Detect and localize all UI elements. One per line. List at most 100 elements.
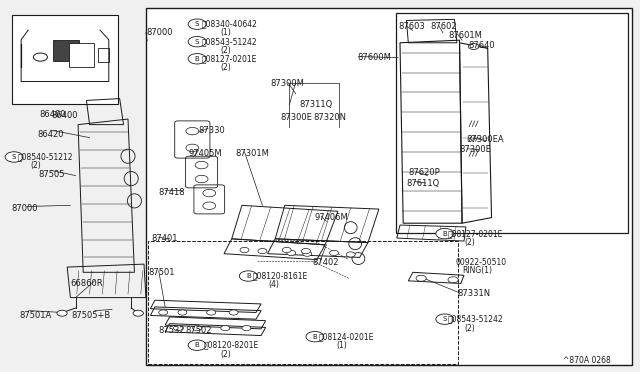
Circle shape bbox=[188, 36, 206, 47]
Text: (2): (2) bbox=[221, 350, 232, 359]
Circle shape bbox=[303, 251, 312, 256]
Text: 87600M: 87600M bbox=[357, 53, 391, 62]
Text: 66860R: 66860R bbox=[70, 279, 103, 288]
Text: 86400: 86400 bbox=[52, 111, 78, 120]
Circle shape bbox=[186, 144, 199, 152]
Text: S: S bbox=[195, 21, 199, 27]
Text: (2): (2) bbox=[31, 161, 42, 170]
Text: B: B bbox=[312, 334, 317, 340]
Circle shape bbox=[436, 314, 454, 324]
Text: 87418: 87418 bbox=[159, 188, 186, 197]
Text: 87000: 87000 bbox=[146, 28, 172, 37]
Circle shape bbox=[178, 310, 187, 315]
Text: S: S bbox=[195, 39, 199, 45]
Text: Ⓢ08340-40642: Ⓢ08340-40642 bbox=[202, 20, 257, 29]
Circle shape bbox=[203, 189, 216, 197]
Circle shape bbox=[448, 277, 458, 283]
Text: 87505+B: 87505+B bbox=[72, 311, 111, 320]
Text: 87640: 87640 bbox=[468, 41, 495, 50]
Text: 87501A: 87501A bbox=[19, 311, 51, 320]
Bar bbox=[12, 15, 118, 104]
Circle shape bbox=[282, 247, 291, 253]
Text: 87501: 87501 bbox=[148, 268, 175, 277]
Text: B: B bbox=[195, 56, 200, 62]
Circle shape bbox=[221, 326, 230, 331]
Bar bbox=[396, 13, 628, 232]
Text: 87532: 87532 bbox=[159, 326, 186, 335]
Text: (2): (2) bbox=[221, 46, 232, 55]
Circle shape bbox=[436, 228, 454, 239]
Text: Ⓑ08124-0201E: Ⓑ08124-0201E bbox=[319, 332, 374, 341]
Text: 87502: 87502 bbox=[186, 326, 212, 335]
Text: Ⓑ08120-8201E: Ⓑ08120-8201E bbox=[204, 341, 259, 350]
Text: 97406M: 97406M bbox=[315, 213, 349, 222]
Text: B: B bbox=[246, 273, 251, 279]
Circle shape bbox=[468, 44, 479, 49]
Circle shape bbox=[159, 310, 168, 315]
Text: Ⓑ08120-8161E: Ⓑ08120-8161E bbox=[253, 272, 308, 280]
Circle shape bbox=[193, 326, 202, 331]
Text: 87301M: 87301M bbox=[236, 149, 269, 158]
Text: 87402: 87402 bbox=[312, 258, 339, 267]
Circle shape bbox=[229, 310, 238, 315]
Text: 87620P: 87620P bbox=[408, 169, 440, 177]
Circle shape bbox=[5, 152, 23, 162]
Circle shape bbox=[33, 53, 47, 61]
Circle shape bbox=[306, 331, 324, 342]
Circle shape bbox=[188, 54, 206, 64]
Text: 87602: 87602 bbox=[430, 22, 457, 31]
Circle shape bbox=[240, 247, 249, 253]
Circle shape bbox=[346, 252, 355, 257]
Circle shape bbox=[416, 275, 426, 281]
Circle shape bbox=[203, 202, 216, 209]
Bar bbox=[52, 41, 79, 61]
Text: Ⓢ08543-51242: Ⓢ08543-51242 bbox=[448, 315, 504, 324]
Circle shape bbox=[330, 250, 339, 256]
Text: 87300E: 87300E bbox=[460, 145, 492, 154]
Text: S: S bbox=[443, 316, 447, 322]
Text: (2): (2) bbox=[464, 238, 475, 247]
Text: (1): (1) bbox=[221, 28, 232, 37]
Bar bbox=[69, 43, 94, 67]
Circle shape bbox=[242, 326, 251, 331]
Text: 87000: 87000 bbox=[12, 204, 38, 213]
Text: 86420: 86420 bbox=[37, 130, 63, 139]
Circle shape bbox=[188, 340, 206, 350]
Circle shape bbox=[258, 248, 267, 254]
Text: Ⓑ08127-0201E: Ⓑ08127-0201E bbox=[202, 54, 257, 63]
Text: S: S bbox=[12, 154, 16, 160]
Text: RING(1): RING(1) bbox=[462, 266, 492, 275]
Text: 87311Q: 87311Q bbox=[300, 100, 333, 109]
Circle shape bbox=[195, 175, 208, 183]
Bar bbox=[146, 8, 632, 365]
Text: 87505: 87505 bbox=[38, 170, 65, 179]
Circle shape bbox=[186, 127, 199, 135]
Text: 97405M: 97405M bbox=[189, 149, 223, 158]
Text: 87300E: 87300E bbox=[280, 113, 312, 122]
Circle shape bbox=[188, 19, 206, 29]
Text: 87601M: 87601M bbox=[448, 31, 482, 40]
Text: ^870A 0268: ^870A 0268 bbox=[563, 356, 611, 365]
Circle shape bbox=[301, 248, 310, 254]
Text: 87320N: 87320N bbox=[314, 113, 347, 122]
Text: Ⓢ08543-51242: Ⓢ08543-51242 bbox=[202, 37, 257, 46]
Text: Ⓑ08127-0201E: Ⓑ08127-0201E bbox=[448, 229, 504, 238]
Text: 87401: 87401 bbox=[151, 234, 177, 243]
Text: (1): (1) bbox=[336, 341, 347, 350]
Text: 87300M: 87300M bbox=[270, 79, 304, 88]
Text: (4): (4) bbox=[269, 280, 280, 289]
Circle shape bbox=[173, 326, 182, 331]
Text: B: B bbox=[195, 342, 200, 348]
Text: 87331N: 87331N bbox=[458, 289, 491, 298]
Text: 00922-50510: 00922-50510 bbox=[456, 258, 507, 267]
Text: Ⓢ08540-51212: Ⓢ08540-51212 bbox=[18, 153, 74, 161]
Bar bbox=[148, 241, 458, 364]
Text: 87330: 87330 bbox=[198, 126, 225, 135]
Text: 87611Q: 87611Q bbox=[406, 179, 440, 187]
Text: 86400: 86400 bbox=[39, 110, 66, 119]
Circle shape bbox=[207, 310, 216, 315]
Text: (2): (2) bbox=[221, 63, 232, 72]
Circle shape bbox=[195, 161, 208, 169]
Circle shape bbox=[287, 250, 296, 256]
Text: 87300EA: 87300EA bbox=[466, 135, 504, 144]
